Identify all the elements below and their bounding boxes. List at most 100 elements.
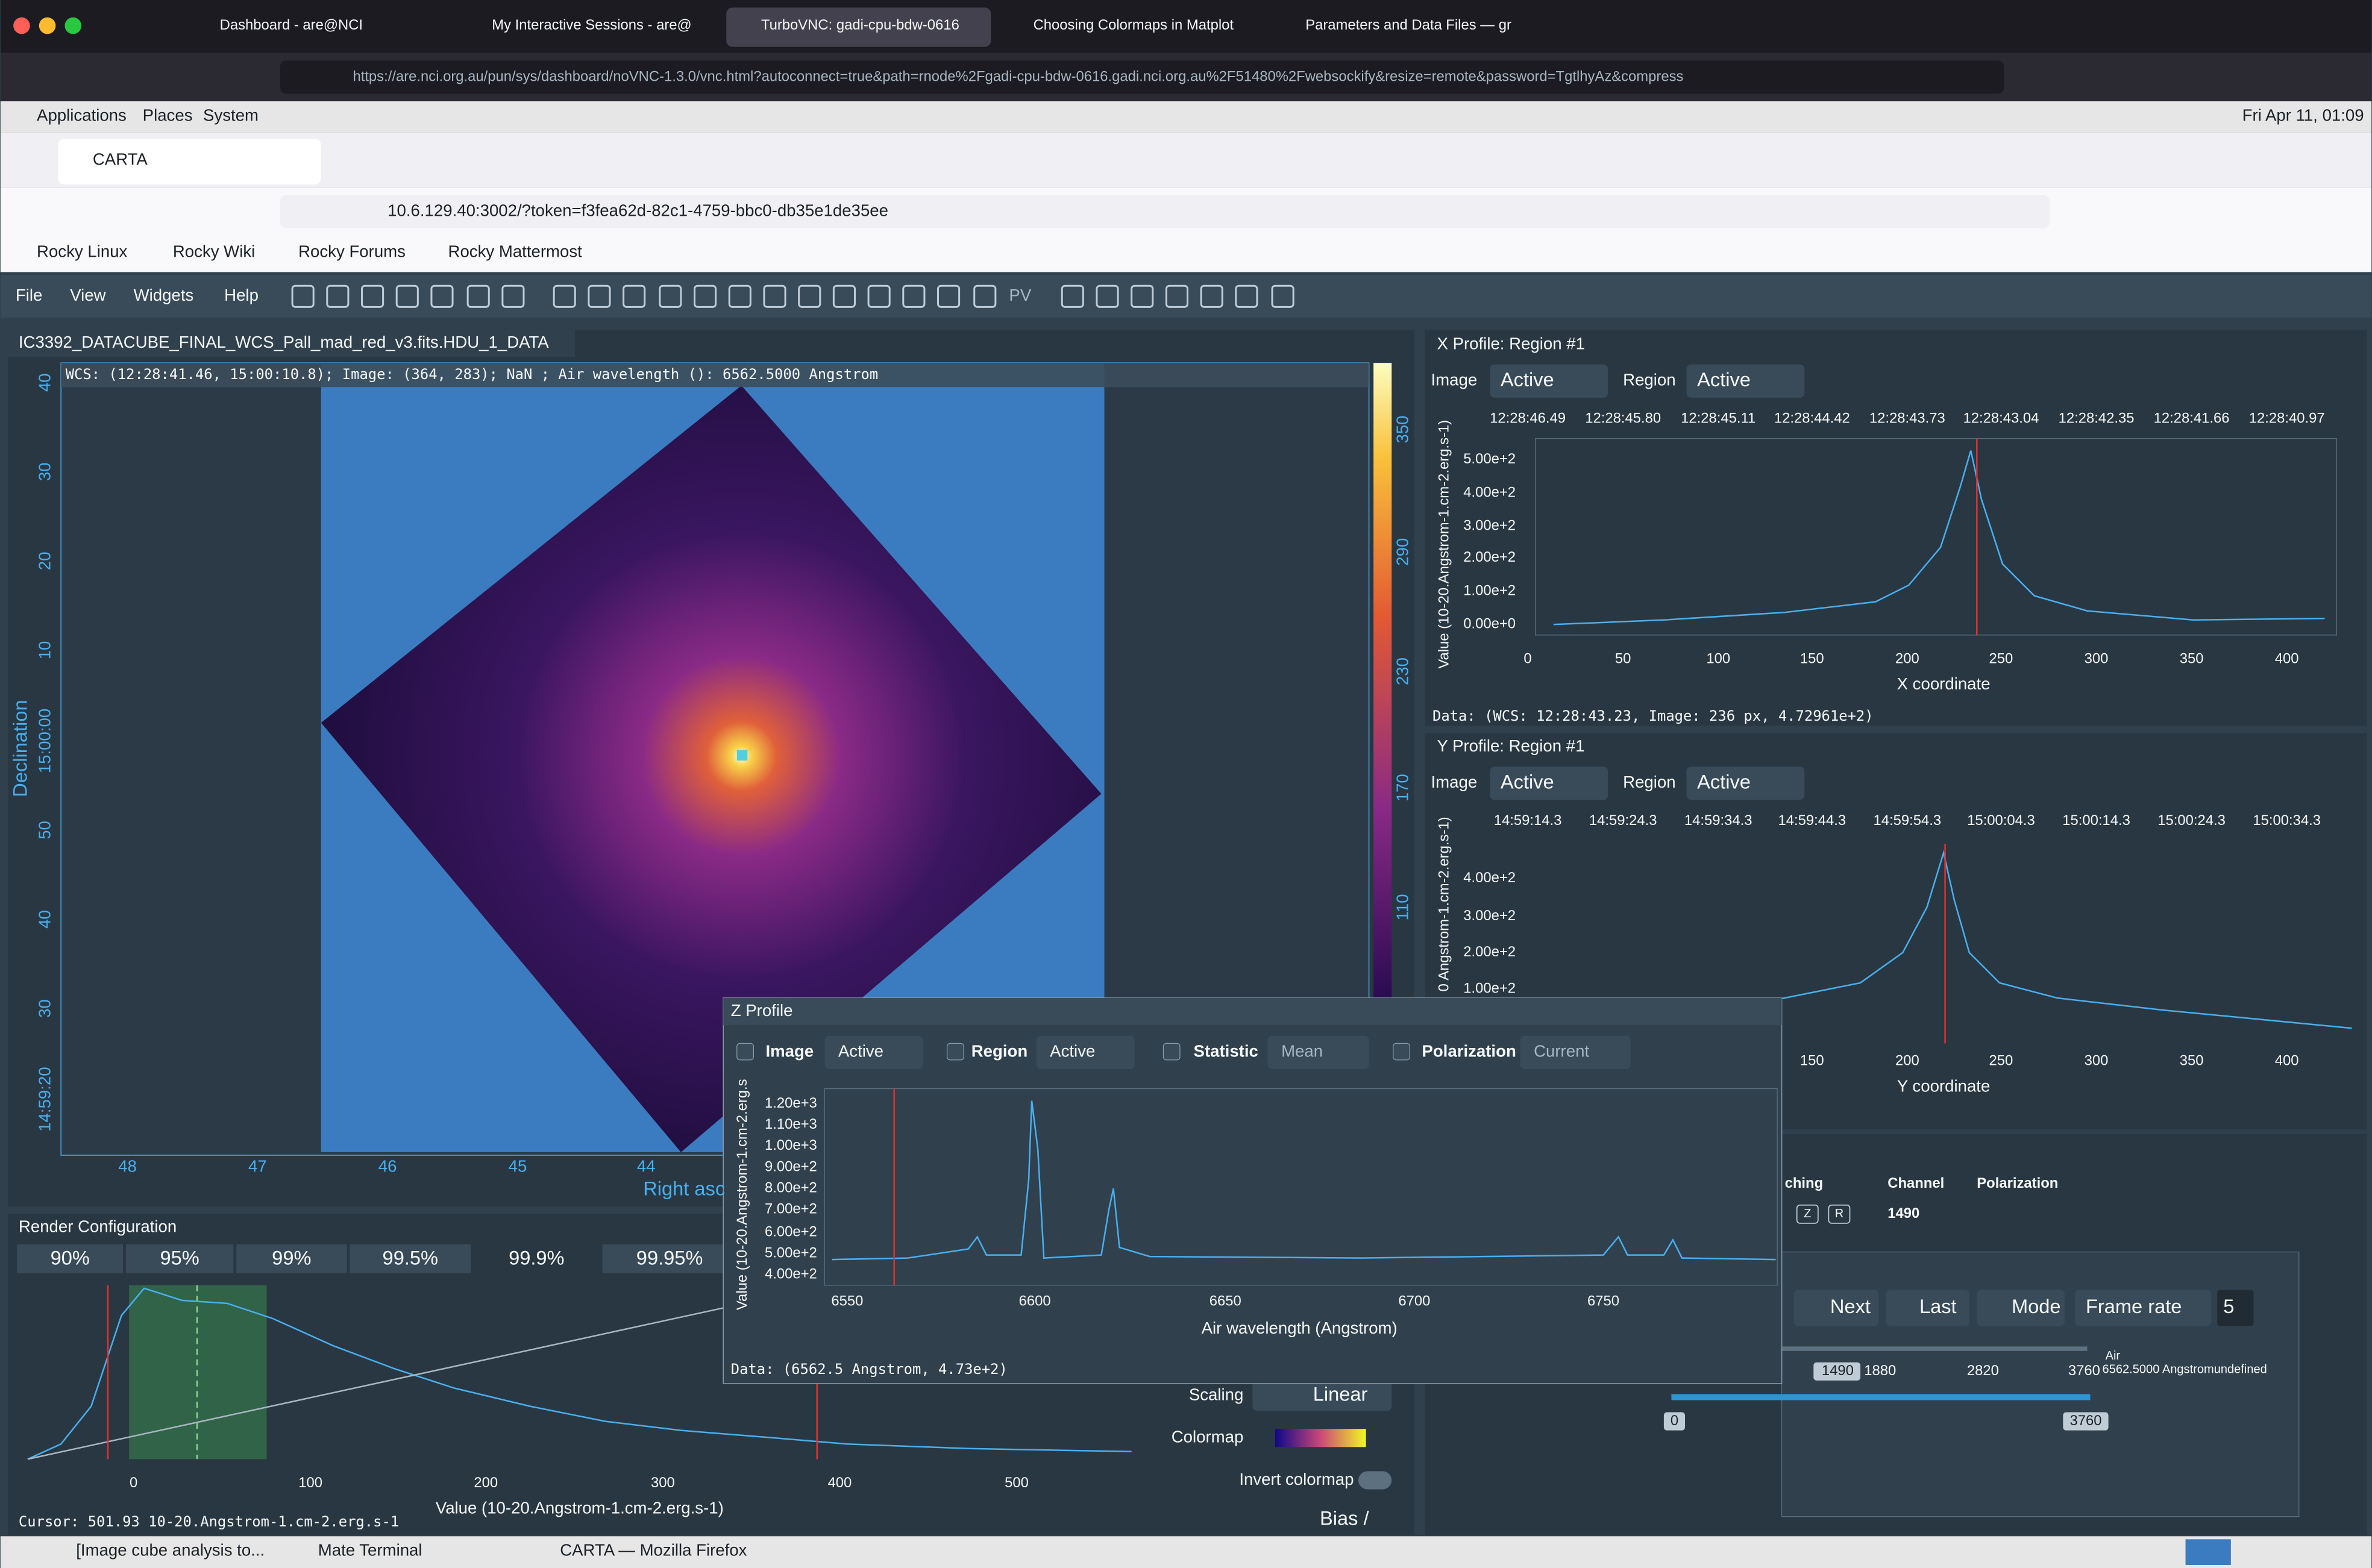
menu-item[interactable]: Help [224,286,259,304]
desktop-menu[interactable]: System [203,106,259,125]
stokes-label[interactable]: Z [1804,1207,1811,1220]
tool-icon[interactable] [1096,284,1119,308]
button[interactable] [1886,1290,1969,1326]
button-label[interactable]: Mode [2012,1295,2061,1317]
button-label[interactable]: Last [1919,1295,1957,1317]
bookmark[interactable]: Rocky Linux [37,242,128,260]
checkbox[interactable] [1393,1043,1410,1061]
active-tab[interactable] [726,7,991,47]
tool-icon[interactable] [553,284,576,308]
tool-icon[interactable] [623,284,646,308]
percentile-label[interactable]: 99.9% [509,1247,564,1269]
dropdown[interactable] [1686,364,1805,398]
tab-title[interactable]: Choosing Colormaps in Matplot [1034,17,1234,33]
dropdown[interactable] [1520,1035,1631,1069]
percentile-button[interactable] [474,1244,600,1273]
percentile-label[interactable]: 95% [160,1247,199,1269]
stokes-button[interactable] [1828,1204,1851,1224]
tab-title[interactable]: My Interactive Sessions - are@ [492,17,691,33]
tool-icon[interactable] [466,284,490,308]
percentile-label[interactable]: 90% [51,1247,90,1269]
tab-title[interactable]: Dashboard - are@NCI [220,17,363,33]
tool-icon[interactable] [937,284,961,308]
button[interactable] [1793,1290,1879,1326]
inner-url-field[interactable] [280,195,2050,228]
desktop-menu[interactable]: Applications [37,106,127,125]
dropdown[interactable] [824,1035,923,1069]
input-value[interactable]: 5 [2223,1295,2234,1317]
tool-icon[interactable] [798,284,821,308]
tool-icon[interactable] [291,284,315,308]
tool-icon[interactable] [1165,284,1189,308]
percentile-label[interactable]: 99% [272,1247,311,1269]
inner-tab-title[interactable]: CARTA [93,149,148,168]
dropdown[interactable] [1036,1035,1135,1069]
taskbar-item[interactable]: [Image cube analysis to... [76,1541,265,1560]
dropdown-value[interactable]: Active [1501,368,1554,390]
inner-tab[interactable] [58,139,321,185]
button[interactable] [1977,1290,2065,1326]
input[interactable] [2217,1290,2254,1326]
tool-icon[interactable] [1235,284,1258,308]
dropdown-value[interactable]: Linear [1313,1383,1368,1405]
tool-icon[interactable] [395,284,419,308]
dropdown-value[interactable]: Mean [1281,1042,1323,1061]
bookmark[interactable]: Rocky Forums [298,242,406,260]
dropdown[interactable] [1490,767,1608,800]
tool-icon[interactable] [832,284,856,308]
percentile-label[interactable]: 99.95% [636,1247,703,1269]
dropdown[interactable] [1686,767,1805,800]
tool-icon[interactable] [588,284,611,308]
zoom-button[interactable] [64,17,82,34]
tool-icon[interactable] [659,284,682,308]
minimize-button[interactable] [39,17,56,34]
toggle[interactable] [1358,1471,1392,1490]
tool-icon[interactable] [326,284,350,308]
tab-title[interactable]: TurboVNC: gadi-cpu-bdw-0616 [761,17,959,33]
dropdown-value[interactable]: Active [1697,368,1751,390]
percentile-button[interactable] [17,1244,124,1273]
tool-icon[interactable] [867,284,891,308]
percentile-button[interactable] [126,1244,234,1273]
tool-icon[interactable] [763,284,786,308]
stokes-button[interactable] [1796,1204,1819,1224]
menu-item[interactable]: View [70,286,105,304]
tool-icon[interactable] [1131,284,1154,308]
dropdown-value[interactable]: Current [1534,1042,1589,1061]
button-label[interactable]: Next [1830,1295,1871,1317]
dropdown[interactable] [1267,1035,1369,1069]
dropdown-value[interactable]: Active [838,1042,883,1061]
tool-icon[interactable] [1271,284,1294,308]
close-button[interactable] [13,17,30,34]
percentile-button[interactable] [602,1244,737,1273]
menu-item[interactable]: Widgets [134,286,194,304]
dropdown[interactable] [1252,1380,1392,1411]
percentile-button[interactable] [236,1244,347,1273]
taskbar-item[interactable]: Mate Terminal [318,1541,422,1560]
button[interactable] [2075,1290,2212,1326]
tool-icon[interactable] [694,284,717,308]
tool-icon[interactable] [902,284,926,308]
button-label[interactable]: Frame rate [2086,1295,2182,1317]
tool-icon[interactable] [728,284,751,308]
tab-title[interactable]: Parameters and Data Files — gr [1305,17,1511,33]
tool-icon[interactable] [1200,284,1223,308]
workspace[interactable] [2185,1539,2231,1565]
dropdown-value[interactable]: Active [1050,1042,1095,1061]
tool-icon[interactable] [361,284,384,308]
image-tab[interactable] [8,329,576,357]
dropdown[interactable] [1490,364,1608,398]
colormap-swatch[interactable] [1275,1429,1366,1447]
tool-icon[interactable] [973,284,997,308]
bookmark[interactable]: Rocky Wiki [173,242,255,260]
dropdown-value[interactable]: Active [1501,770,1554,792]
toolbar-pv[interactable]: PV [1009,286,1031,304]
stokes-label[interactable]: R [1835,1207,1844,1220]
tool-icon[interactable] [1061,284,1084,308]
dropdown-value[interactable]: Active [1697,770,1751,792]
url-field[interactable] [280,60,2004,94]
tool-icon[interactable] [430,284,454,308]
percentile-button[interactable] [350,1244,471,1273]
taskbar-item[interactable]: CARTA — Mozilla Firefox [560,1541,747,1560]
tool-icon[interactable] [501,284,525,308]
